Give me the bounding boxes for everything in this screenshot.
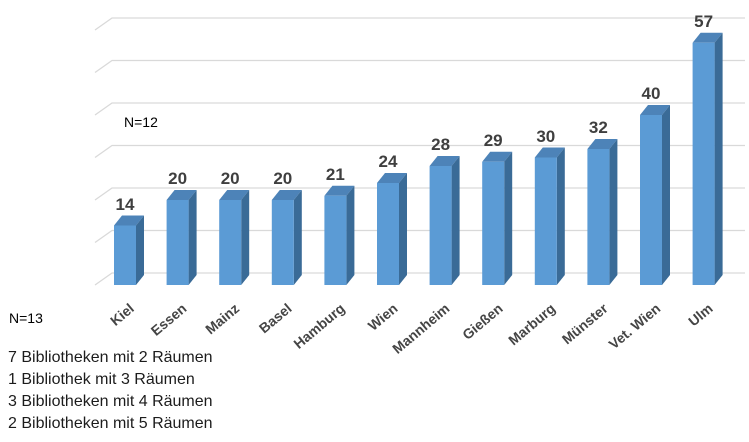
bar-Kiel — [114, 215, 144, 285]
bar-front-face — [692, 42, 715, 285]
gridline — [94, 102, 745, 116]
gridline — [94, 144, 745, 159]
data-label-Wien: 24 — [378, 152, 398, 171]
bar-Vet. Wien — [640, 105, 670, 285]
bar-Münster — [587, 139, 618, 285]
bar-Mannheim — [429, 156, 460, 285]
data-label-Münster: 32 — [588, 118, 608, 137]
data-label-Hamburg: 21 — [325, 164, 345, 184]
bar-front-face — [114, 225, 136, 285]
bar-Mainz — [219, 190, 250, 285]
bar-side-face — [346, 185, 355, 285]
bar-front-face — [534, 157, 557, 285]
bar-side-face — [188, 190, 197, 285]
bar-Wien — [377, 173, 407, 285]
bar-Hamburg — [324, 185, 355, 285]
bar-side-face — [399, 173, 407, 285]
data-label-Basel: 20 — [273, 169, 293, 188]
bar-side-face — [609, 139, 618, 285]
bar-top-face — [377, 173, 407, 183]
gridline — [94, 17, 745, 31]
gridline — [94, 229, 745, 244]
bar-side-face — [662, 105, 670, 285]
bar-Ulm — [692, 32, 723, 285]
bar-top-face — [324, 185, 355, 196]
bar-top-face — [587, 139, 618, 149]
data-label-Vet. Wien: 40 — [641, 84, 661, 103]
bar-front-face — [587, 149, 610, 285]
bar-top-face — [534, 147, 565, 158]
bar-top-face — [692, 32, 723, 43]
bar-front-face — [324, 195, 347, 285]
gridline — [94, 272, 745, 286]
bar-front-face — [166, 200, 189, 285]
footnote-line-1: 7 Bibliotheken mit 2 Räumen — [8, 349, 213, 366]
footnote-line-4: 2 Bibliotheken mit 5 Räumen — [8, 415, 213, 432]
bar-side-face — [504, 151, 513, 285]
bar-top-face — [429, 156, 460, 166]
bar-side-face — [241, 190, 250, 285]
bar-top-face — [166, 190, 197, 200]
bar-top-face — [640, 105, 670, 115]
bar-front-face — [482, 161, 505, 285]
footnote-line-3: 3 Bibliotheken mit 4 Räumen — [8, 393, 213, 410]
data-label-Mainz: 20 — [220, 169, 240, 188]
bar-side-face — [714, 32, 723, 285]
annotation-n13: N=13 — [9, 310, 43, 326]
data-label-Essen: 20 — [168, 169, 188, 188]
bar-front-face — [429, 166, 452, 285]
bar-front-face — [271, 200, 294, 285]
data-label-Marburg: 30 — [536, 126, 556, 146]
bar-Marburg — [534, 147, 565, 285]
bar-top-face — [114, 215, 144, 226]
bar-top-face — [219, 190, 250, 200]
bar-side-face — [136, 215, 144, 285]
bar-side-face — [293, 190, 302, 285]
bar-front-face — [219, 200, 242, 285]
bar-front-face — [640, 115, 662, 285]
data-label-Mannheim: 28 — [431, 135, 451, 154]
bar-top-face — [271, 190, 302, 200]
bar-Gießen — [482, 151, 513, 285]
bar-side-face — [451, 156, 460, 285]
data-label-Gießen: 29 — [483, 130, 503, 150]
footnote-line-2: 1 Bibliothek mit 3 Räumen — [8, 371, 195, 388]
bar-side-face — [556, 147, 565, 285]
bar-top-face — [482, 151, 513, 162]
footnotes: 7 Bibliotheken mit 2 Räumen 1 Bibliothek… — [8, 347, 213, 435]
data-label-Ulm: 57 — [694, 11, 714, 31]
gridline — [94, 187, 745, 201]
data-label-Kiel: 14 — [115, 194, 135, 214]
gridline — [94, 59, 745, 74]
bar-Essen — [166, 190, 197, 285]
bar-Basel — [271, 190, 302, 285]
annotation-n12: N=12 — [124, 114, 158, 130]
bar-front-face — [377, 183, 399, 285]
